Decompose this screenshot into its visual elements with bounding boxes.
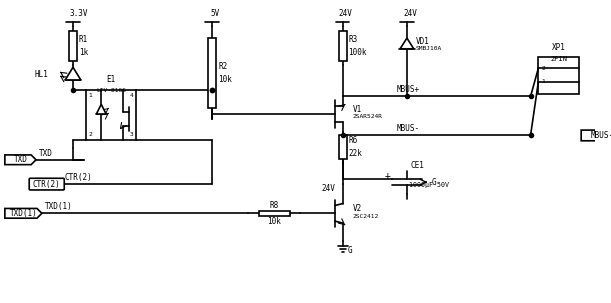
Text: XP1: XP1 — [552, 43, 566, 52]
Text: CE1: CE1 — [411, 161, 425, 169]
Polygon shape — [97, 104, 106, 114]
Text: 22k: 22k — [348, 149, 362, 158]
Text: HL1: HL1 — [35, 70, 49, 78]
Text: TXD(1): TXD(1) — [45, 202, 73, 211]
Text: E1: E1 — [106, 75, 115, 84]
Text: R6: R6 — [348, 136, 358, 145]
Text: 2: 2 — [541, 66, 545, 71]
Text: MBUS-: MBUS- — [396, 124, 419, 132]
Text: 24V: 24V — [403, 9, 417, 18]
Text: 1: 1 — [541, 79, 545, 85]
Polygon shape — [581, 130, 611, 141]
Text: 24V: 24V — [338, 9, 353, 18]
Text: V2: V2 — [353, 204, 362, 213]
Text: 2PIN: 2PIN — [551, 56, 567, 62]
Text: G: G — [431, 178, 436, 187]
Text: 10k: 10k — [218, 75, 232, 84]
Bar — [208, 38, 216, 108]
Bar — [338, 31, 346, 61]
Text: SMBJ10A: SMBJ10A — [415, 46, 442, 51]
Text: V1: V1 — [353, 105, 362, 114]
Bar — [258, 211, 290, 216]
Text: G: G — [348, 246, 352, 255]
Text: 4: 4 — [130, 93, 133, 98]
FancyBboxPatch shape — [29, 178, 64, 190]
Text: 1000μF 50V: 1000μF 50V — [409, 182, 449, 188]
Text: R1: R1 — [79, 35, 88, 44]
Text: CTR(2): CTR(2) — [64, 173, 92, 182]
Text: VD1: VD1 — [415, 36, 430, 45]
Polygon shape — [5, 155, 36, 165]
Text: 2SC2412: 2SC2412 — [353, 214, 379, 219]
Text: 24V: 24V — [321, 185, 335, 194]
Text: 1: 1 — [89, 93, 92, 98]
Text: MBUS+: MBUS+ — [396, 85, 419, 94]
Text: 1k: 1k — [79, 48, 88, 57]
Text: R8: R8 — [269, 201, 279, 210]
Text: 2SAR524R: 2SAR524R — [353, 115, 382, 119]
Text: R3: R3 — [348, 35, 358, 44]
Text: 3.3V: 3.3V — [69, 9, 87, 18]
Text: 3: 3 — [130, 132, 133, 137]
Text: 100k: 100k — [348, 48, 367, 57]
Text: 10k: 10k — [267, 217, 281, 226]
Bar — [338, 135, 346, 159]
Text: TXD(1): TXD(1) — [10, 209, 37, 218]
Polygon shape — [400, 38, 414, 49]
Text: TXD: TXD — [13, 155, 27, 164]
Text: +: + — [384, 171, 390, 181]
Text: R2: R2 — [218, 62, 227, 71]
Bar — [538, 57, 579, 94]
Text: 5V: 5V — [210, 9, 219, 18]
Text: 2: 2 — [89, 132, 92, 137]
Text: MBUS-: MBUS- — [591, 131, 611, 140]
Polygon shape — [5, 208, 42, 218]
Text: LTV-816S: LTV-816S — [96, 88, 126, 93]
Bar — [69, 31, 77, 61]
Text: TXD: TXD — [39, 149, 53, 158]
Polygon shape — [65, 67, 81, 80]
Bar — [86, 90, 136, 140]
Text: CTR(2): CTR(2) — [33, 180, 60, 188]
